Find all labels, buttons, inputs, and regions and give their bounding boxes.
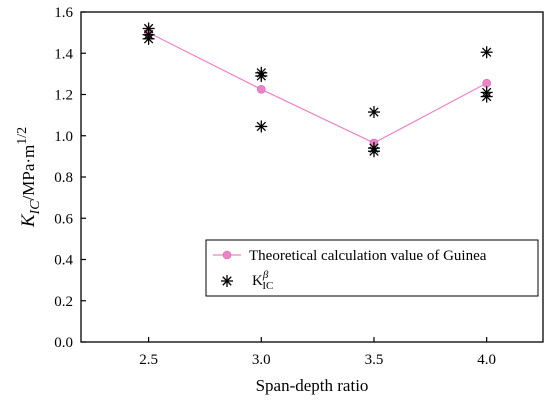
y-tick-label-7: 1.4 [54,46,73,62]
y-axis-unit: /MPa·m [19,145,38,201]
legend-asterisk-swatch [221,275,233,287]
legend-box [205,239,539,297]
y-axis-symbol: K [18,213,39,228]
theoretical-line [148,32,487,144]
legend-circle-swatch [222,250,232,260]
theoretical-point-3 [482,78,491,88]
x-axis-title: Span-depth ratio [256,376,369,395]
y-axis-superscript: 1/2 [15,127,30,145]
y-tick-label-5: 1.0 [54,129,73,145]
y-axis-title: KIC/MPa·m1/2 [15,127,43,228]
measured-point-11 [480,90,493,103]
theoretical-series [144,28,491,148]
legend-asterisk [221,275,233,287]
y-tick-label-3: 0.6 [54,211,73,227]
x-tick-label-2: 3.5 [365,352,384,368]
legend-measured-base: K [252,273,263,289]
y-tick-label-6: 1.2 [54,88,73,104]
measured-point-9 [480,46,493,59]
y-tick-label-4: 0.8 [54,170,73,186]
y-axis-subscript: IC [28,200,43,216]
measured-point-2 [142,32,155,45]
legend-measured-sup: β [262,269,269,281]
legend-label-theoretical: Theoretical calculation value of Guinea [249,248,487,264]
y-tick-label-2: 0.4 [54,253,73,269]
legend-measured-sub: IC [262,280,273,292]
x-tick-label-0: 2.5 [139,352,158,368]
measured-point-4 [255,69,268,82]
measured-point-5 [255,120,268,133]
y-tick-label-1: 0.2 [54,294,73,310]
tick-labels: 2.5 3.0 3.5 4.0 0.0 0.2 0.4 0.6 0.8 1.0 1.2 1.4 1.6 [54,5,496,368]
measured-point-8 [367,145,380,158]
x-tick-label-1: 3.0 [252,352,271,368]
y-tick-label-8: 1.6 [54,5,73,21]
measured-series [142,22,493,158]
axis-ticks [81,11,488,343]
y-tick-label-0: 0.0 [54,335,73,351]
theoretical-point-1 [256,85,266,94]
legend: Theoretical calculation value of Guinea … [205,239,539,297]
measured-point-6 [367,106,380,119]
legend-label-measured: Kβ IC [252,269,273,292]
x-tick-label-3: 4.0 [477,352,496,368]
